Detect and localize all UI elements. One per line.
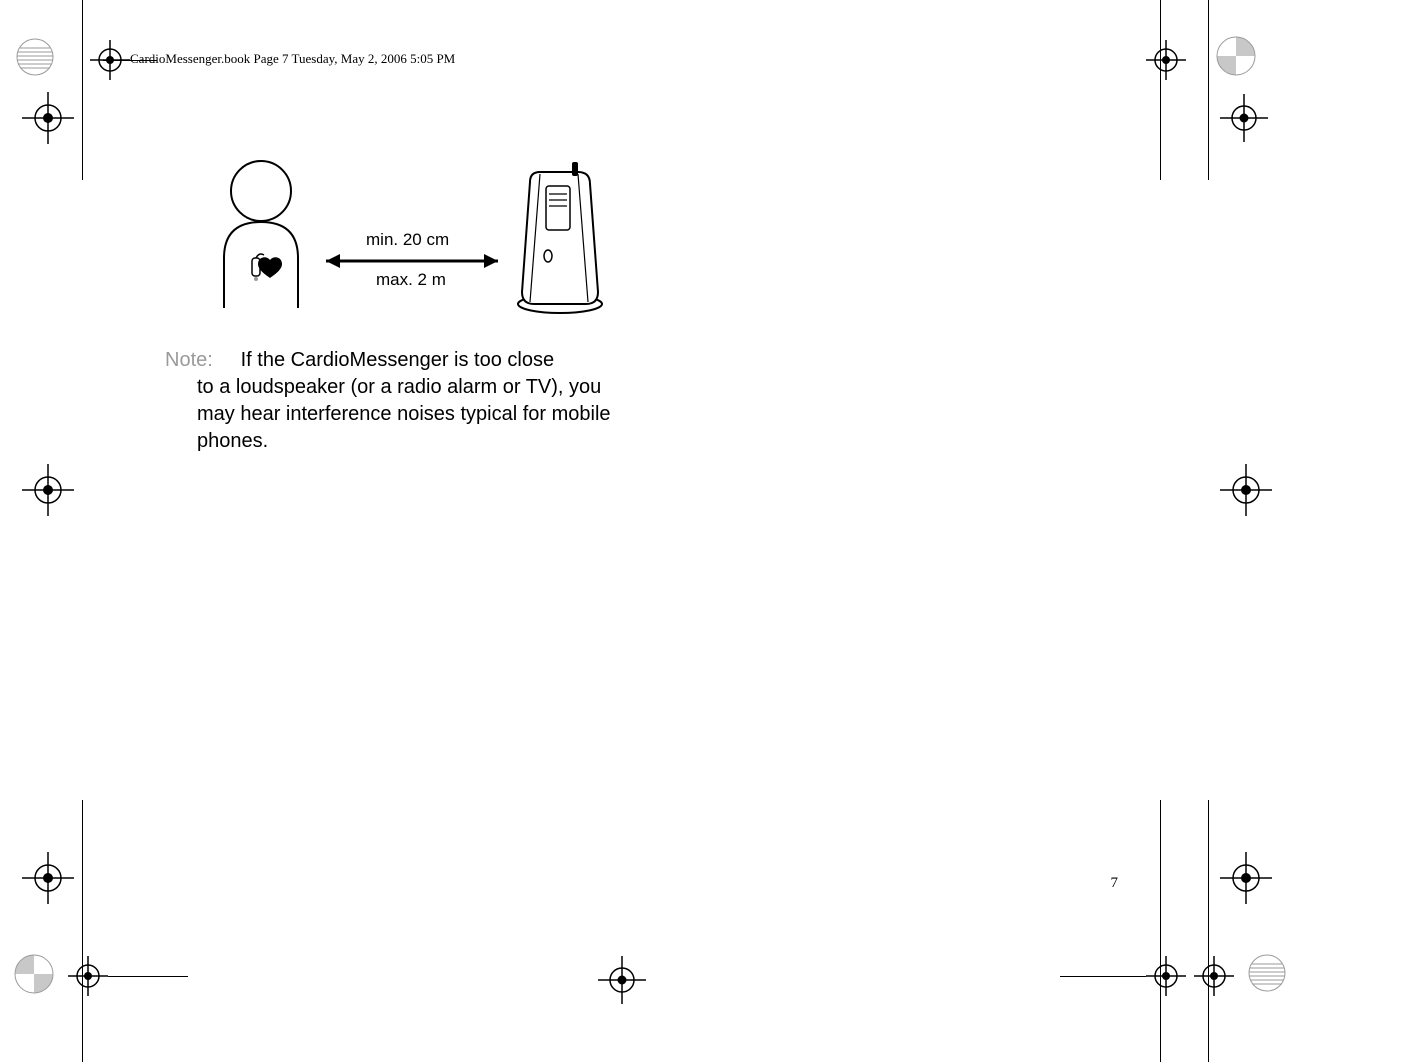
printer-mark-cross-bottom-center	[598, 956, 646, 1004]
printer-mark-cross-left-center	[22, 464, 74, 516]
printer-mark-cross-bottom-right-outer	[1194, 956, 1234, 996]
cardiomessenger-device-icon	[518, 162, 602, 313]
trim-line-right-inner-bottom	[1160, 800, 1161, 1062]
note-body-line1: If the CardioMessenger is too close	[241, 349, 555, 371]
printer-mark-cross-right-bottom	[1220, 852, 1272, 904]
printer-mark-pinwheel-bottom-left	[12, 952, 56, 996]
printer-mark-cross-bottom-left-inner	[68, 956, 108, 996]
double-arrow-icon	[326, 254, 498, 268]
trim-line-right-inner	[1160, 0, 1161, 180]
note-body-rest: to a loudspeaker (or a radio alarm or TV…	[197, 374, 625, 455]
printer-mark-cross-left-mid	[22, 92, 74, 144]
trim-line-bottom-right	[1060, 976, 1146, 977]
printer-mark-cross-top-right-inner	[1146, 40, 1186, 80]
trim-line-right-outer	[1208, 0, 1209, 180]
trim-line-left-inner-bottom	[82, 800, 83, 1062]
pacemaker-heart-icon	[252, 254, 282, 281]
printer-mark-cross-left-bottom	[22, 852, 74, 904]
printer-mark-cross-right-upper	[1220, 94, 1268, 142]
printer-mark-pinwheel-top-right	[1214, 34, 1258, 78]
label-min-distance: min. 20 cm	[366, 230, 449, 250]
note-label: Note:	[165, 349, 213, 371]
trim-line-bottom-left	[108, 976, 188, 977]
printer-mark-cross-top-left	[90, 40, 130, 80]
printer-mark-ring-top-left	[14, 36, 56, 78]
distance-diagram: min. 20 cm max. 2 m	[198, 158, 618, 318]
trim-line-right-outer-bottom	[1208, 800, 1209, 1062]
label-max-distance: max. 2 m	[376, 270, 446, 290]
trim-line-left-inner	[82, 0, 83, 180]
heart-icon	[258, 257, 282, 278]
person-head-icon	[231, 161, 291, 221]
page-number: 7	[1111, 875, 1119, 892]
note-block: Note: If the CardioMessenger is too clos…	[165, 347, 625, 455]
printer-mark-cross-right-center	[1220, 464, 1272, 516]
printer-mark-cross-bottom-right-inner	[1146, 956, 1186, 996]
printer-mark-ring-bottom-right	[1246, 952, 1288, 994]
running-header: CardioMessenger.book Page 7 Tuesday, May…	[130, 51, 455, 67]
